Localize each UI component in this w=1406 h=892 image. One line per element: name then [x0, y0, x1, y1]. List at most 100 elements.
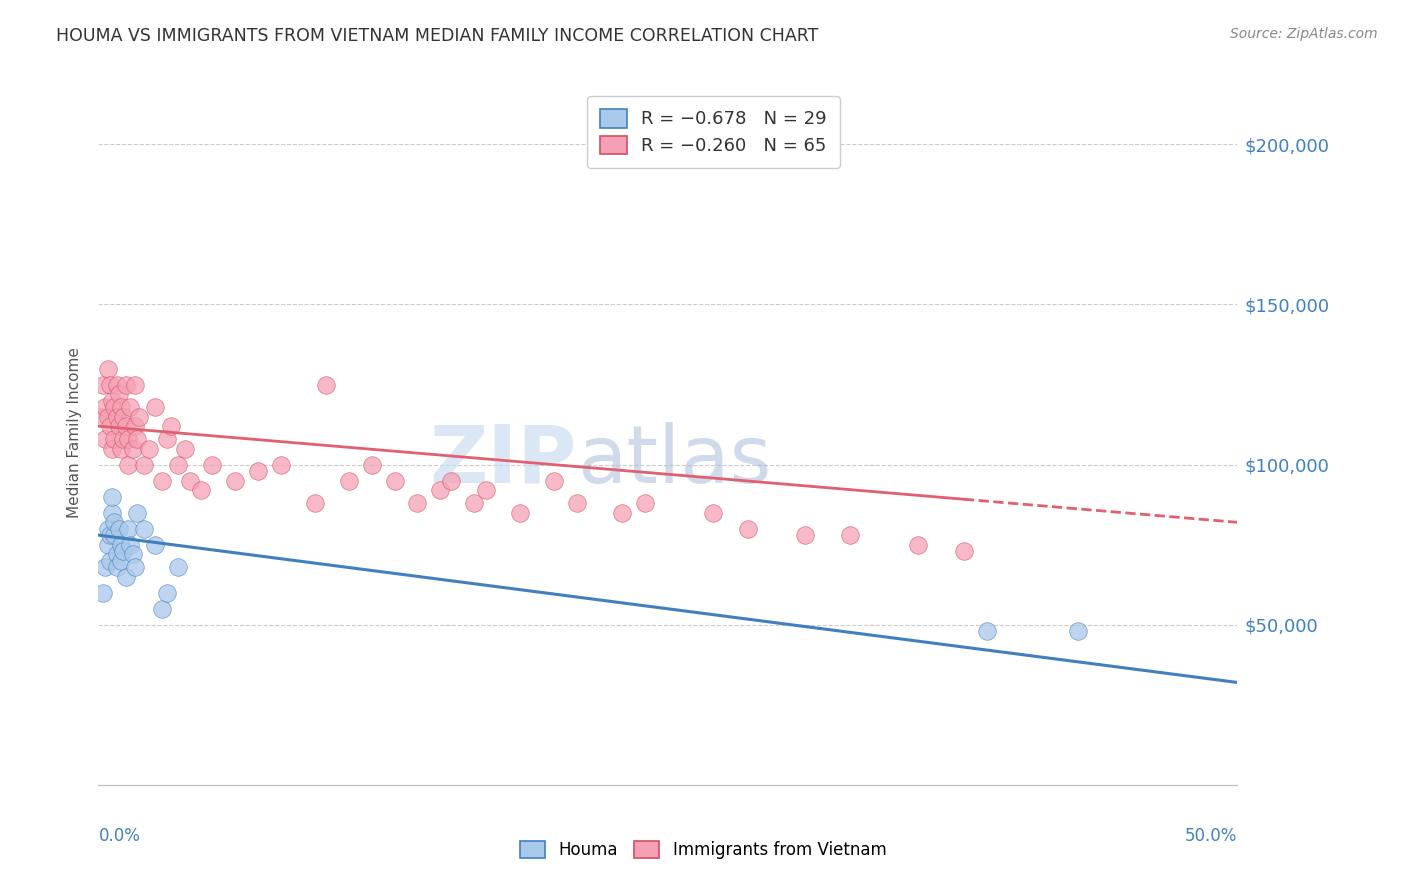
Point [167, 560, 190, 574]
Point [839, 528, 862, 542]
Point [793, 528, 815, 542]
Point [101, 506, 124, 520]
Point [634, 496, 657, 510]
Point [120, 400, 142, 414]
Point [128, 409, 150, 424]
Point [105, 377, 128, 392]
Point [112, 432, 135, 446]
Point [108, 522, 131, 536]
Point [160, 419, 183, 434]
Point [117, 522, 139, 536]
Point [98, 528, 121, 542]
Y-axis label: Median Family Income: Median Family Income [67, 347, 83, 518]
Point [315, 377, 337, 392]
Point [124, 377, 146, 392]
Point [737, 522, 759, 536]
Point [246, 464, 269, 478]
Point [304, 496, 326, 510]
Point [132, 458, 155, 472]
Point [105, 547, 128, 561]
Point [110, 538, 132, 552]
Point [132, 522, 155, 536]
Point [114, 377, 136, 392]
Point [108, 419, 131, 434]
Point [124, 560, 146, 574]
Point [145, 400, 167, 414]
Point [156, 432, 179, 446]
Point [96, 409, 118, 424]
Point [201, 458, 224, 472]
Point [440, 474, 463, 488]
Text: ZIP: ZIP [429, 422, 576, 500]
Point [103, 528, 125, 542]
Point [110, 400, 132, 414]
Text: HOUMA VS IMMIGRANTS FROM VIETNAM MEDIAN FAMILY INCOME CORRELATION CHART: HOUMA VS IMMIGRANTS FROM VIETNAM MEDIAN … [56, 27, 818, 45]
Point [270, 458, 292, 472]
Point [110, 554, 132, 568]
Point [98, 377, 121, 392]
Point [224, 474, 246, 488]
Point [150, 601, 173, 615]
Point [190, 483, 212, 498]
Point [94, 560, 117, 574]
Point [110, 442, 132, 456]
Text: 0.0%: 0.0% [98, 827, 141, 846]
Point [105, 409, 128, 424]
Point [976, 624, 998, 639]
Point [96, 538, 118, 552]
Point [953, 544, 976, 558]
Point [127, 432, 149, 446]
Point [103, 400, 125, 414]
Point [565, 496, 588, 510]
Point [96, 522, 118, 536]
Text: Source: ZipAtlas.com: Source: ZipAtlas.com [1230, 27, 1378, 41]
Point [98, 554, 121, 568]
Point [91, 586, 114, 600]
Point [117, 432, 139, 446]
Legend: Houma, Immigrants from Vietnam: Houma, Immigrants from Vietnam [513, 834, 893, 866]
Point [114, 570, 136, 584]
Point [120, 538, 142, 552]
Point [337, 474, 360, 488]
Point [702, 506, 724, 520]
Point [360, 458, 382, 472]
Point [101, 490, 124, 504]
Point [105, 560, 128, 574]
Point [179, 474, 201, 488]
Point [91, 377, 114, 392]
Point [474, 483, 496, 498]
Point [406, 496, 429, 510]
Point [103, 432, 125, 446]
Point [384, 474, 406, 488]
Point [1067, 624, 1090, 639]
Point [429, 483, 451, 498]
Legend: R = −0.678   N = 29, R = −0.260   N = 65: R = −0.678 N = 29, R = −0.260 N = 65 [588, 96, 839, 168]
Point [90, 409, 112, 424]
Point [114, 419, 136, 434]
Point [509, 506, 531, 520]
Point [150, 474, 173, 488]
Point [612, 506, 634, 520]
Point [121, 547, 143, 561]
Point [103, 516, 125, 530]
Point [98, 419, 121, 434]
Point [127, 506, 149, 520]
Point [543, 474, 565, 488]
Point [121, 442, 143, 456]
Point [94, 400, 117, 414]
Point [167, 458, 190, 472]
Point [174, 442, 197, 456]
Text: atlas: atlas [576, 422, 770, 500]
Point [145, 538, 167, 552]
Point [101, 442, 124, 456]
Point [101, 393, 124, 408]
Text: 50.0%: 50.0% [1185, 827, 1237, 846]
Point [108, 387, 131, 401]
Point [138, 442, 160, 456]
Point [117, 458, 139, 472]
Point [124, 419, 146, 434]
Point [156, 586, 179, 600]
Point [96, 361, 118, 376]
Point [112, 544, 135, 558]
Point [94, 432, 117, 446]
